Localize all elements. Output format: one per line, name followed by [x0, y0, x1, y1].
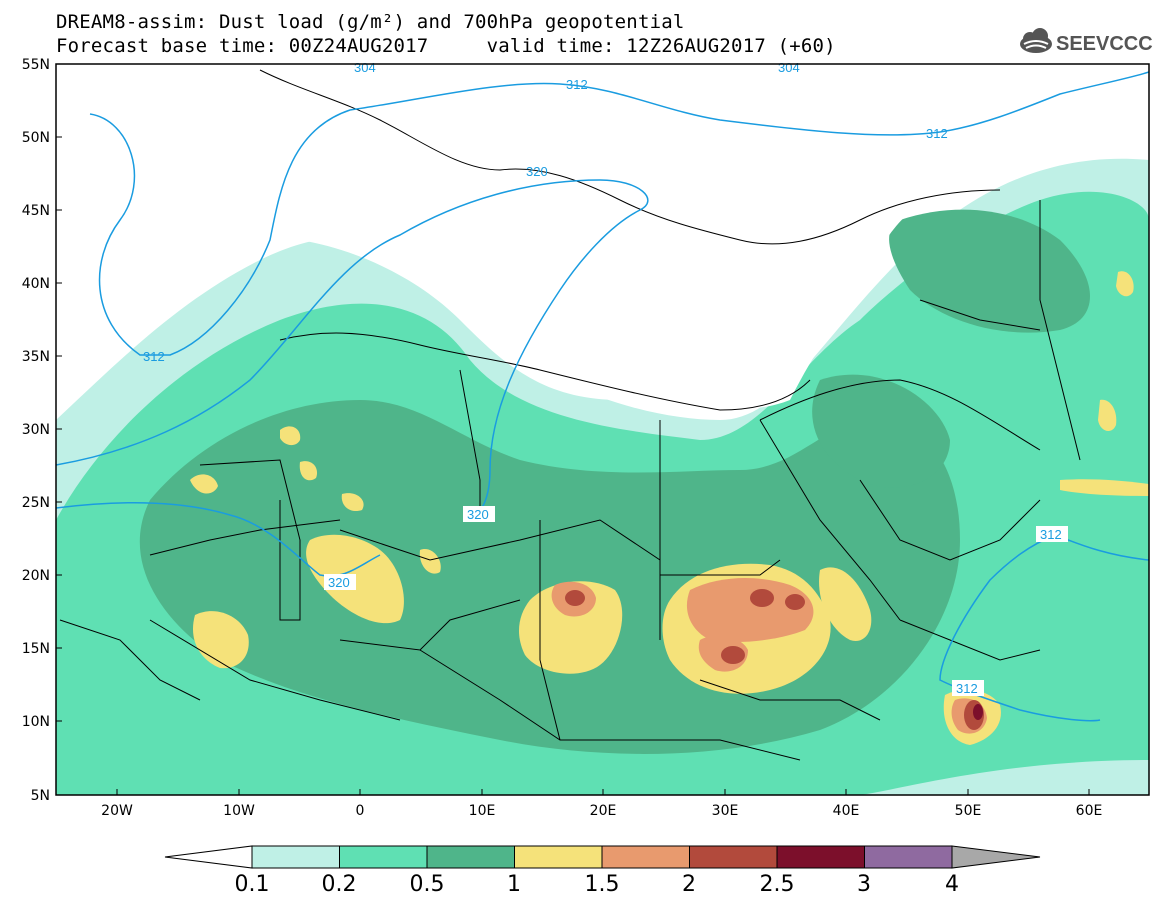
contour-label: 320 [467, 507, 489, 522]
colorbar-label: 1 [507, 872, 521, 897]
contour-label: 312 [566, 77, 588, 92]
lon-label: 40E [833, 803, 860, 819]
latitude-axis: 55N 50N 45N 40N 35N 30N 25N 20N 15N 10N … [22, 57, 62, 804]
contour-label: 312 [926, 126, 948, 141]
colorbar-low-arrow [164, 845, 253, 869]
lon-label: 10E [469, 803, 496, 819]
lon-label: 20W [101, 803, 133, 819]
colorbar-label: 2.5 [759, 872, 795, 897]
lat-label: 20N [22, 568, 50, 584]
contour-label: 320 [328, 575, 350, 590]
colorbar-label: 3 [857, 872, 871, 897]
colorbar-label: 4 [945, 872, 959, 897]
colorbar-high-arrow [951, 845, 1041, 869]
contour-label: 304 [354, 60, 376, 75]
lon-label: 0 [356, 803, 365, 819]
lat-label: 35N [22, 349, 50, 365]
lat-label: 5N [31, 788, 50, 804]
colorbar-swatch [339, 845, 428, 869]
colorbar-label: 2 [682, 872, 696, 897]
dust-field [56, 64, 1149, 795]
colorbar-swatch [514, 845, 603, 869]
lat-label: 10N [22, 714, 50, 730]
colorbar-swatch [601, 845, 690, 869]
map-title-line-1: DREAM8-assim: Dust load (g/m²) and 700hP… [56, 11, 685, 33]
colorbar-swatch [689, 845, 778, 869]
colorbar [164, 845, 1041, 869]
lon-label: 10W [223, 803, 255, 819]
lon-label: 20E [590, 803, 617, 819]
contour-label: 312 [143, 349, 165, 364]
lon-label: 50E [955, 803, 982, 819]
lat-label: 55N [22, 57, 50, 73]
colorbar-swatch [251, 845, 340, 869]
country-borders [59, 69, 1081, 761]
lat-label: 45N [22, 203, 50, 219]
colorbar-label: 0.1 [234, 872, 270, 897]
lat-label: 15N [22, 641, 50, 657]
contour-label: 320 [526, 164, 548, 179]
cloud-icon [1020, 28, 1052, 53]
seevccc-logo: SEEVCCC [1020, 28, 1153, 55]
contour-label: 312 [1040, 527, 1062, 542]
colorbar-swatch [776, 845, 865, 869]
colorbar-swatch [426, 845, 515, 869]
contour-label: 312 [956, 681, 978, 696]
map-title-line-2: Forecast base time: 00Z24AUG2017 valid t… [56, 35, 836, 57]
colorbar-swatch [864, 845, 953, 869]
contour-label: 304 [778, 60, 800, 75]
lon-label: 60E [1076, 803, 1103, 819]
colorbar-label: 0.5 [409, 872, 445, 897]
lat-label: 30N [22, 422, 50, 438]
logo-text: SEEVCCC [1056, 33, 1153, 55]
colorbar-label: 1.5 [584, 872, 620, 897]
colorbar-label: 0.2 [321, 872, 357, 897]
lon-label: 30E [712, 803, 739, 819]
longitude-axis: 20W 10W 0 10E 20E 30E 40E 50E 60E [101, 789, 1102, 819]
lat-label: 40N [22, 276, 50, 292]
lat-label: 50N [22, 130, 50, 146]
lat-label: 25N [22, 495, 50, 511]
